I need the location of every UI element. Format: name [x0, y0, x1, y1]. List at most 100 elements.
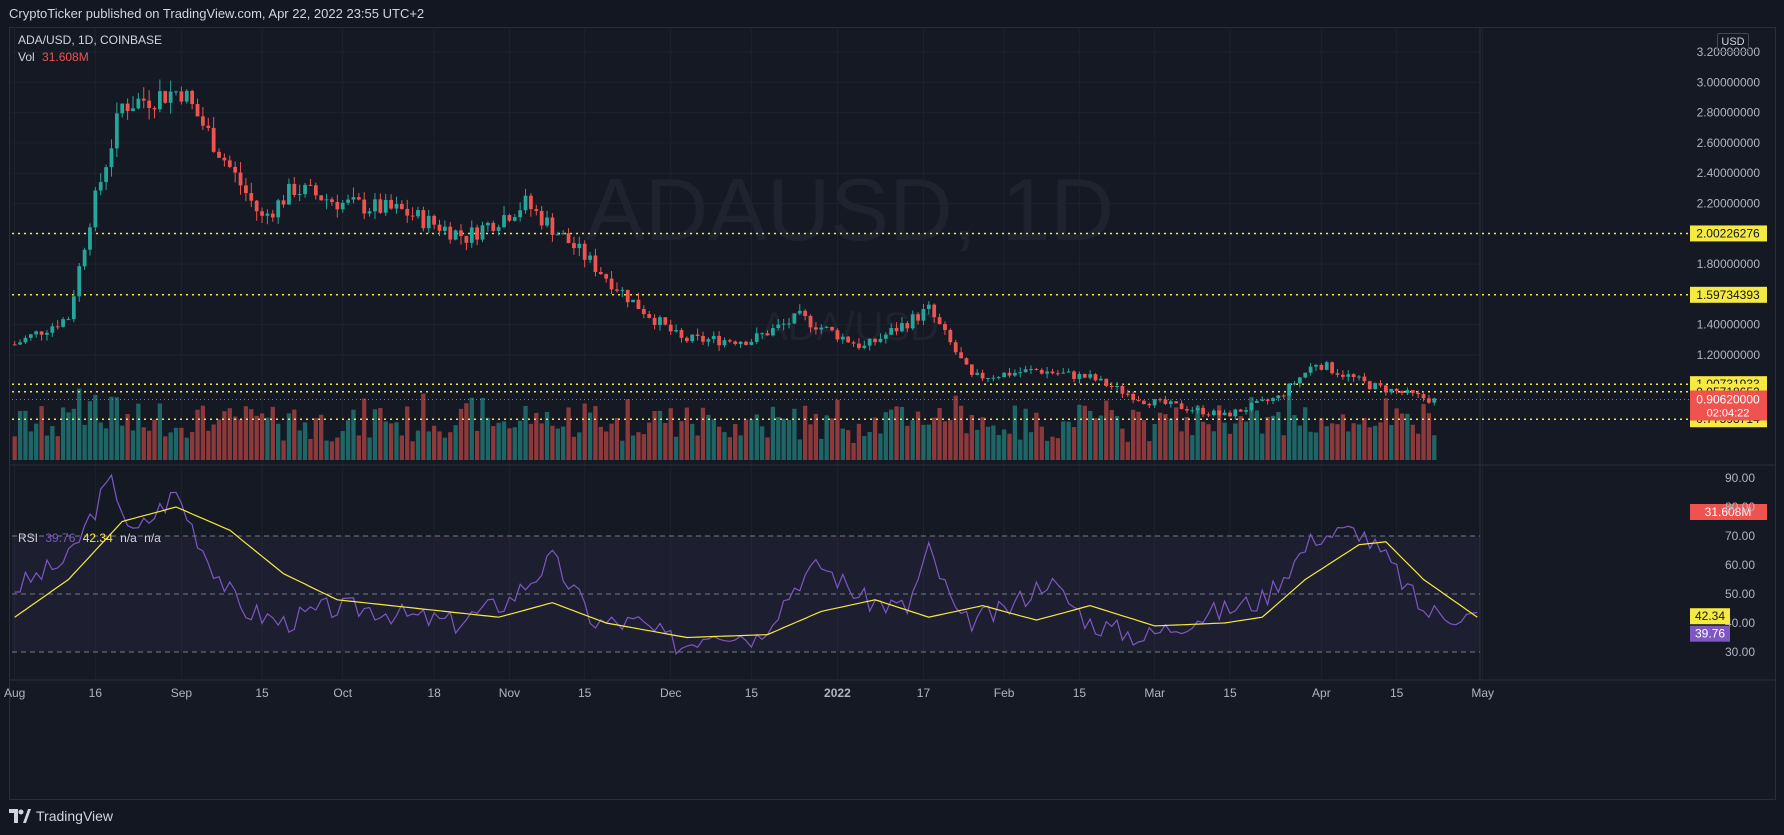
volume-bar — [582, 403, 587, 460]
volume-bar — [1071, 427, 1077, 460]
volume-bar — [351, 409, 356, 460]
candle-body — [491, 222, 496, 231]
candle-body — [733, 341, 738, 345]
candle-body — [975, 372, 980, 375]
volume-bar — [883, 412, 888, 460]
candle-body — [1222, 412, 1227, 416]
volume-bar — [206, 430, 211, 460]
candle-body — [98, 182, 103, 191]
rsi-badge-label: 39.76 — [1695, 627, 1725, 641]
candle-body — [1249, 402, 1254, 411]
volume-bar — [308, 438, 313, 460]
candle-body — [1362, 376, 1367, 382]
volume-bar — [797, 439, 802, 460]
candle-body — [1367, 381, 1372, 390]
volume-bar — [937, 408, 942, 460]
volume-bar — [249, 409, 254, 460]
candle-body — [61, 319, 65, 327]
volume-bar — [899, 406, 905, 460]
candle-body — [260, 211, 264, 216]
volume-bar — [200, 405, 206, 460]
volume-bar — [550, 425, 555, 460]
candle-body — [442, 226, 447, 231]
candle-body — [1314, 364, 1318, 367]
volume-bar — [1007, 433, 1012, 460]
time-axis: Aug 16 Sep 15 Oct 18 Nov 15 Dec 15 2022 17 Feb 15 Mar 1… — [4, 686, 1494, 700]
volume-bar — [1211, 431, 1216, 460]
volume-bar — [1023, 408, 1028, 460]
volume-bar — [1082, 405, 1087, 460]
candle-body — [980, 372, 985, 379]
volume-bar — [969, 414, 974, 460]
volume-bar — [910, 420, 915, 460]
volume-bar — [523, 405, 528, 460]
volume-bar — [1421, 403, 1426, 460]
symbol-line: ADA/USD, 1D, COINBASE — [18, 33, 163, 47]
volume-bar — [1319, 418, 1324, 460]
volume-bar — [738, 435, 743, 460]
volume-bar — [953, 395, 958, 460]
volume-bar — [1351, 423, 1356, 460]
rsi-value: 39.76 — [45, 531, 76, 545]
candle-body — [50, 326, 55, 333]
volume-bar — [270, 406, 275, 460]
volume-bar — [1061, 421, 1066, 460]
volume-bar — [276, 423, 281, 460]
volume-bar — [604, 431, 609, 460]
candle-body — [1206, 414, 1211, 416]
price-tick-label: 2.80000000 — [1697, 106, 1761, 120]
volume-bar — [587, 412, 593, 460]
volume-bar — [426, 431, 431, 460]
time-tick-label: 16 — [89, 686, 103, 700]
volume-bar — [44, 435, 50, 460]
volume-bar — [421, 393, 426, 460]
volume-bar — [647, 422, 652, 460]
volume-bar — [1136, 411, 1141, 460]
volume-bar — [620, 440, 625, 460]
volume-bar — [921, 424, 926, 460]
candle-body — [1410, 390, 1415, 393]
volume-bar — [98, 422, 103, 460]
volume-bar — [345, 420, 351, 460]
currency-button[interactable]: USD — [1717, 33, 1749, 52]
candle-body — [1265, 399, 1270, 401]
rsi-line — [14, 473, 1478, 655]
volume-bar — [453, 425, 458, 460]
candle-body — [464, 235, 469, 243]
candle-body — [1416, 392, 1421, 395]
volume-bar — [770, 406, 776, 460]
volume-bar — [964, 433, 969, 460]
candle-body — [771, 328, 775, 336]
volume-bar — [189, 432, 195, 460]
candle-body — [351, 197, 356, 200]
candle-body — [340, 202, 345, 210]
volume-bar — [367, 437, 372, 460]
candle-body — [593, 255, 598, 272]
volume-bar — [636, 432, 641, 460]
candle-body — [1002, 372, 1006, 378]
candle-body — [55, 326, 60, 328]
volume-bar — [173, 427, 179, 460]
candle-body — [432, 215, 436, 225]
volume-bar — [329, 441, 335, 460]
volume-bar — [388, 423, 394, 460]
time-tick-label: Dec — [660, 686, 681, 700]
footer-brand[interactable]: TradingView — [9, 808, 113, 824]
volume-bar — [281, 440, 286, 460]
candle-body — [765, 333, 770, 336]
volume-bar — [1012, 405, 1018, 460]
candle-body — [1125, 393, 1130, 395]
volume-bar — [448, 432, 453, 460]
candle-body — [389, 199, 393, 209]
na-value-1: n/a — [120, 531, 137, 545]
candle-body — [996, 377, 1001, 379]
candle-body — [717, 335, 721, 346]
candle-body — [1384, 385, 1388, 393]
candle-body — [507, 215, 512, 221]
volume-bar — [684, 407, 690, 460]
volume-bar — [1399, 413, 1405, 460]
candle-body — [1012, 372, 1017, 376]
volume-bar — [1389, 425, 1394, 460]
volume-bar — [1190, 435, 1195, 460]
